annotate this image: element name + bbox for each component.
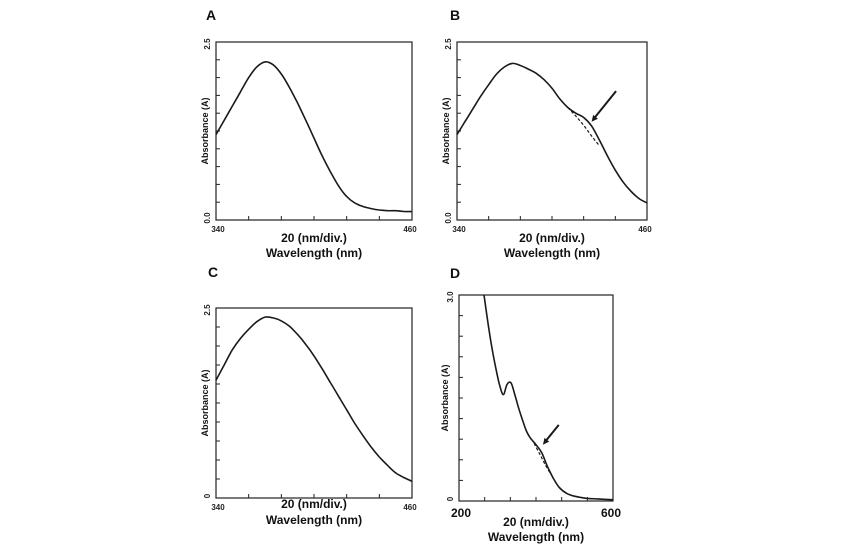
panel-c: C 2.5 0 340 460 Absorbance (A) 20 (nm/div.) Wav… <box>200 264 417 527</box>
x-tick-label-min: 340 <box>452 225 466 234</box>
plot-frame <box>458 294 614 502</box>
series-spectrum-line <box>456 62 648 204</box>
plot-frame <box>215 307 413 499</box>
x-axis-scale-label: 20 (nm/div.) <box>503 515 569 529</box>
panel-d: D 3.0 0 200 600 Absorbance (A) 20 (nm/div.)Wav… <box>440 265 621 544</box>
y-axis-title: Absorbance (A) <box>441 97 451 164</box>
series-spectrum-line <box>483 294 614 501</box>
arrow-head <box>591 114 598 122</box>
series-fit-line <box>533 443 552 476</box>
y-tick-label-max: 3.0 <box>446 291 455 303</box>
y-tick-label-max: 2.5 <box>203 38 212 50</box>
series-spectrum-line <box>215 61 413 213</box>
x-tick-label-max: 460 <box>403 225 417 234</box>
x-tick-label-min: 340 <box>211 225 225 234</box>
x-tick-label-max: 600 <box>601 506 621 520</box>
arrow-head <box>542 437 550 445</box>
y-axis-title: Absorbance (A) <box>200 97 210 164</box>
x-axis-title: Wavelength (nm) <box>488 530 584 544</box>
arrow-shaft <box>593 90 617 119</box>
x-tick-label-min: 200 <box>451 506 471 520</box>
y-tick-label-min: 0 <box>446 496 455 501</box>
x-tick-label-min: 340 <box>211 503 225 512</box>
x-axis-title: Wavelength (nm) <box>504 246 600 260</box>
y-tick-label-max: 2.5 <box>203 304 212 316</box>
annotation-arrow <box>591 90 617 122</box>
x-axis-scale-label: 20 (nm/div.) <box>519 231 585 245</box>
panel-letter: C <box>208 264 218 280</box>
x-axis-title: Wavelength (nm) <box>266 513 362 527</box>
plot-frame <box>215 41 413 221</box>
y-axis-title: Absorbance (A) <box>200 369 210 436</box>
panel-letter: A <box>206 7 216 23</box>
y-tick-label-min: 0.0 <box>203 212 212 224</box>
panel-letter: D <box>450 265 460 281</box>
y-tick-label-max: 2.5 <box>444 38 453 50</box>
x-tick-label-max: 460 <box>403 503 417 512</box>
series-fit-line <box>567 107 600 147</box>
panel-letter: B <box>450 7 460 23</box>
series-spectrum-line <box>215 316 413 483</box>
x-tick-label-max: 460 <box>638 225 652 234</box>
annotation-arrow <box>542 424 560 445</box>
x-axis-scale-label: 20 (nm/div.) <box>281 231 347 245</box>
y-axis-title: Absorbance (A) <box>440 364 450 431</box>
y-tick-label-min: 0 <box>203 493 212 498</box>
x-axis-scale-label: 20 (nm/div.) <box>281 497 347 511</box>
arrow-shaft <box>545 424 560 442</box>
y-tick-label-min: 0.0 <box>444 212 453 224</box>
x-axis-title: Wavelength (nm) <box>266 246 362 260</box>
plot-frame <box>456 41 648 221</box>
